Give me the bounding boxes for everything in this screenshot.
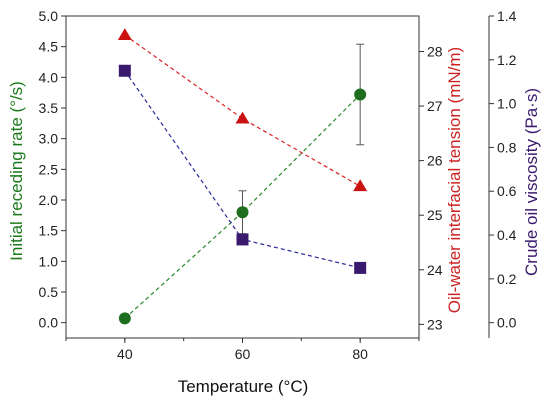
y-left-tick-label: 4.5 bbox=[39, 39, 59, 55]
data-point-triangle bbox=[235, 111, 250, 124]
y-left-tick-label: 1.5 bbox=[39, 223, 59, 239]
y-left-tick-label: 4.0 bbox=[39, 69, 59, 85]
y-right2-tick-label: 0.6 bbox=[497, 183, 517, 199]
data-point-triangle bbox=[117, 28, 132, 41]
x-tick-label: 80 bbox=[352, 346, 368, 362]
y-right2-tick-label: 0.8 bbox=[497, 139, 517, 155]
data-point-square bbox=[118, 64, 131, 77]
x-tick-label: 60 bbox=[235, 346, 251, 362]
y-right2-tick-label: 0.0 bbox=[497, 315, 517, 331]
y-left-tick-label: 5.0 bbox=[39, 8, 59, 24]
y-left-tick-label: 0.5 bbox=[39, 284, 59, 300]
y-axis-viscosity: 0.0 0.2 0.4 0.6 0.8 1.0 1.2 1.4 bbox=[488, 8, 517, 338]
y-right1-tick-label: 23 bbox=[427, 316, 443, 332]
y-left-tick-label: 3.0 bbox=[39, 131, 59, 147]
y-right2-tick-label: 1.2 bbox=[497, 52, 517, 68]
y-right1-tick-label: 24 bbox=[427, 262, 443, 278]
y-axis-viscosity-title: Crude oil viscosity (Pa·s) bbox=[522, 88, 541, 276]
y-axis-interfacial-tension-title: Oil-water interfacial tension (mN/m) bbox=[445, 47, 464, 313]
data-point-triangle bbox=[353, 179, 368, 192]
series-triangle-line bbox=[124, 34, 361, 187]
y-left-tick-label: 3.5 bbox=[39, 100, 59, 116]
y-right1-tick-label: 26 bbox=[427, 153, 443, 169]
y-left-tick-label: 1.0 bbox=[39, 253, 59, 269]
y-right2-tick-label: 1.0 bbox=[497, 96, 517, 112]
y-right1-tick-label: 27 bbox=[427, 98, 443, 114]
data-point-square bbox=[354, 261, 367, 274]
plot-border bbox=[65, 15, 420, 339]
y-right1-tick-label: 28 bbox=[427, 43, 443, 59]
series-circle-line bbox=[124, 94, 361, 319]
x-tick-label: 40 bbox=[117, 346, 133, 362]
x-axis: 40 60 80 bbox=[65, 338, 420, 362]
y-right2-tick-label: 1.4 bbox=[497, 8, 517, 24]
data-point-circle bbox=[118, 312, 131, 325]
y-axis-left: 0.0 0.5 1.0 1.5 2.0 2.5 3.0 3.5 4.0 4.5 5.0 bbox=[39, 8, 66, 331]
y-left-tick-label: 0.0 bbox=[39, 315, 59, 331]
series-layer bbox=[117, 28, 368, 325]
data-point-circle bbox=[236, 206, 249, 219]
data-point-circle bbox=[354, 88, 367, 101]
y-right2-tick-label: 0.2 bbox=[497, 271, 517, 287]
y-right2-tick-label: 0.4 bbox=[497, 227, 517, 243]
y-left-tick-label: 2.0 bbox=[39, 192, 59, 208]
y-right1-tick-label: 25 bbox=[427, 207, 443, 223]
plot-frame bbox=[65, 15, 420, 339]
data-point-square bbox=[236, 233, 249, 246]
y-left-tick-label: 2.5 bbox=[39, 161, 59, 177]
y-axis-left-title: Initial receding rate (°/s) bbox=[7, 81, 26, 261]
y-axis-interfacial-tension: 23 24 25 26 27 28 bbox=[419, 43, 443, 332]
x-axis-title: Temperature (°C) bbox=[178, 377, 309, 396]
